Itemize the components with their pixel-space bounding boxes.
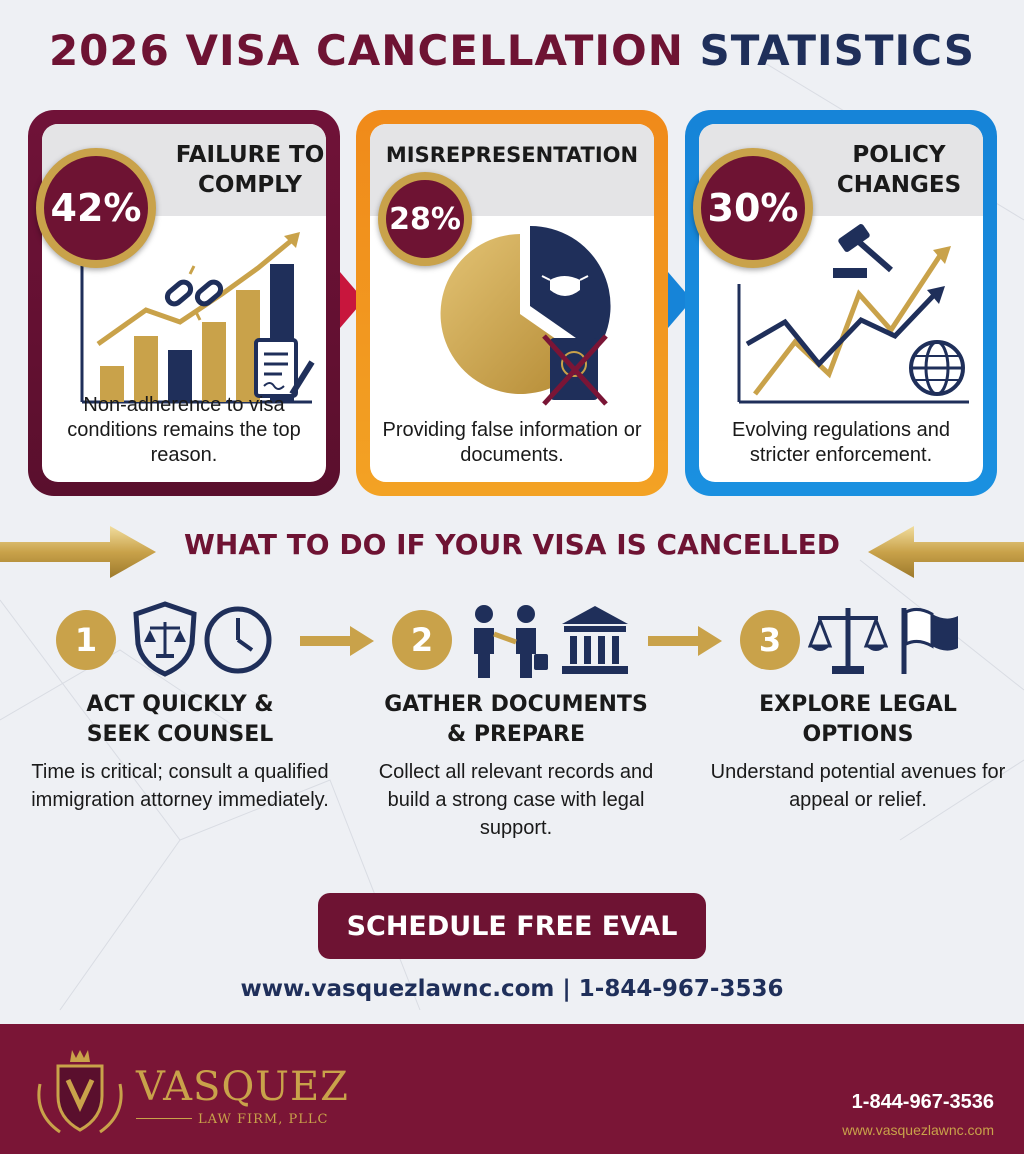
stat-heading-line2: COMPLY — [198, 172, 302, 198]
stat-heading-line1: FAILURE TO — [175, 142, 325, 168]
footer: VASQUEZ LAW FIRM, PLLC 1-844-967-3536 ww… — [0, 1024, 1024, 1154]
step-number-badge: 3 — [740, 610, 800, 670]
courthouse-icon — [562, 606, 628, 674]
footer-website-link[interactable]: www.vasquezlawnc.com — [842, 1122, 994, 1138]
schedule-free-eval-button[interactable]: SCHEDULE FREE EVAL — [318, 893, 706, 959]
stat-description: Evolving regulations and stricter enforc… — [732, 419, 950, 466]
step-description: Understand potential avenues for appeal … — [710, 761, 1006, 811]
step-title: GATHER DOCUMENTS & PREPARE — [366, 690, 666, 750]
section-title: WHAT TO DO IF YOUR VISA IS CANCELLED — [184, 528, 840, 561]
stat-heading: MISREPRESENTATION — [370, 140, 654, 170]
stat-description: Providing false information or documents… — [382, 419, 642, 466]
firm-crest-icon — [37, 1050, 123, 1134]
footer-phone[interactable]: 1-844-967-3536 — [851, 1091, 994, 1113]
contact-line: www.vasquezlawnc.com | 1-844-967-3536 — [240, 976, 784, 1002]
step-title-line2: SEEK COUNSEL — [86, 722, 274, 747]
stat-percent-badge: 42% — [36, 148, 156, 268]
step-arrow-icon — [300, 626, 374, 656]
crossed-passport-icon — [542, 334, 608, 406]
left-arrow-icon — [868, 526, 1024, 578]
step-description: Time is critical; consult a qualified im… — [31, 761, 329, 811]
stat-heading: POLICY CHANGES — [819, 140, 979, 200]
gavel-icon — [833, 224, 893, 278]
step-description: Collect all relevant records and build a… — [378, 761, 654, 839]
handshake-icon — [474, 605, 548, 678]
step-arrow-icon — [648, 626, 722, 656]
step-number-badge: 2 — [392, 610, 452, 670]
step-title-line1: GATHER DOCUMENTS — [384, 692, 648, 717]
logo-divider — [136, 1118, 192, 1119]
step-title-line1: ACT QUICKLY & — [86, 692, 274, 717]
stat-heading-line1: POLICY — [852, 142, 946, 168]
broken-chain-icon — [164, 265, 224, 321]
title-part2: STATISTICS — [699, 26, 976, 75]
title-part1: 2026 VISA CANCELLATION — [48, 26, 684, 75]
page-title: 2026 VISA CANCELLATION STATISTICS — [0, 26, 1024, 75]
firm-name: VASQUEZ — [136, 1064, 349, 1110]
flag-icon — [901, 607, 958, 674]
stat-heading: FAILURE TO COMPLY — [162, 140, 326, 200]
stat-description: Non-adherence to visa conditions remains… — [67, 394, 301, 466]
scales-icon — [808, 608, 888, 674]
stat-percent-badge: 28% — [378, 172, 472, 266]
pie-chart-illustration — [440, 225, 611, 394]
step-number-badge: 1 — [56, 610, 116, 670]
line-chart-illustration — [737, 246, 969, 404]
document-pen-icon — [254, 338, 315, 398]
clock-icon — [204, 606, 272, 674]
stat-card-policy-changes: POLICY CHANGES Evolving regulations and … — [685, 110, 997, 496]
step-title-line1: EXPLORE LEGAL — [759, 692, 957, 717]
firm-subtitle: LAW FIRM, PLLC — [198, 1112, 329, 1127]
step-title: ACT QUICKLY & SEEK COUNSEL — [30, 690, 330, 750]
stat-card-misrepresentation: MISREPRESENTATION Providing false inform… — [356, 110, 668, 496]
stat-heading-line2: CHANGES — [836, 172, 962, 198]
step-title: EXPLORE LEGAL OPTIONS — [708, 690, 1008, 750]
stat-card-failure-to-comply: FAILURE TO COMPLY — [28, 110, 340, 496]
step-title-line2: OPTIONS — [802, 722, 914, 747]
stat-percent-badge: 30% — [693, 148, 813, 268]
right-arrow-icon — [0, 526, 156, 578]
shield-scales-icon — [133, 601, 197, 677]
globe-icon — [909, 340, 965, 396]
stat-heading-line1: MISREPRESENTATION — [385, 143, 639, 167]
stat-card-inner: POLICY CHANGES Evolving regulations and … — [699, 124, 983, 482]
step-title-line2: & PREPARE — [446, 722, 586, 747]
